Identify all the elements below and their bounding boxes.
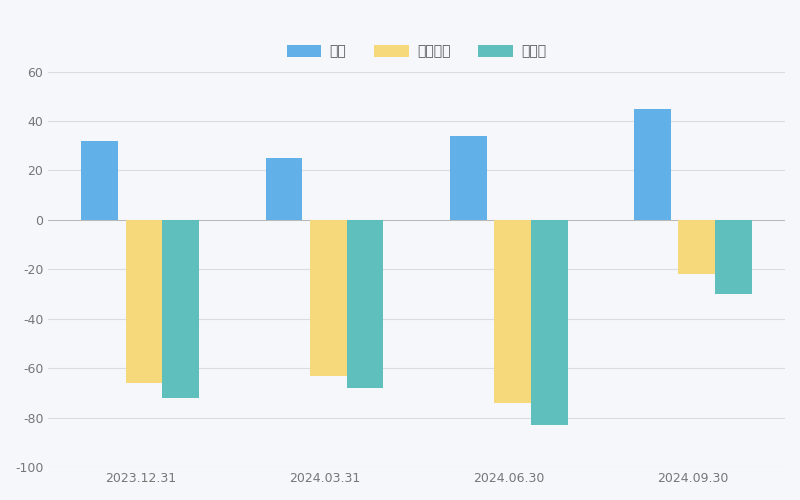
Bar	[266, 158, 302, 220]
Bar	[531, 220, 568, 425]
Bar	[715, 220, 752, 294]
Bar	[82, 141, 118, 220]
Legend: 매출, 영업이익, 순이익: 매출, 영업이익, 순이익	[281, 39, 552, 64]
Bar	[162, 220, 199, 398]
Bar	[126, 220, 162, 383]
Bar	[450, 136, 486, 220]
Bar	[634, 108, 671, 220]
Bar	[310, 220, 346, 376]
Bar	[494, 220, 531, 403]
Bar	[678, 220, 715, 274]
Bar	[346, 220, 383, 388]
